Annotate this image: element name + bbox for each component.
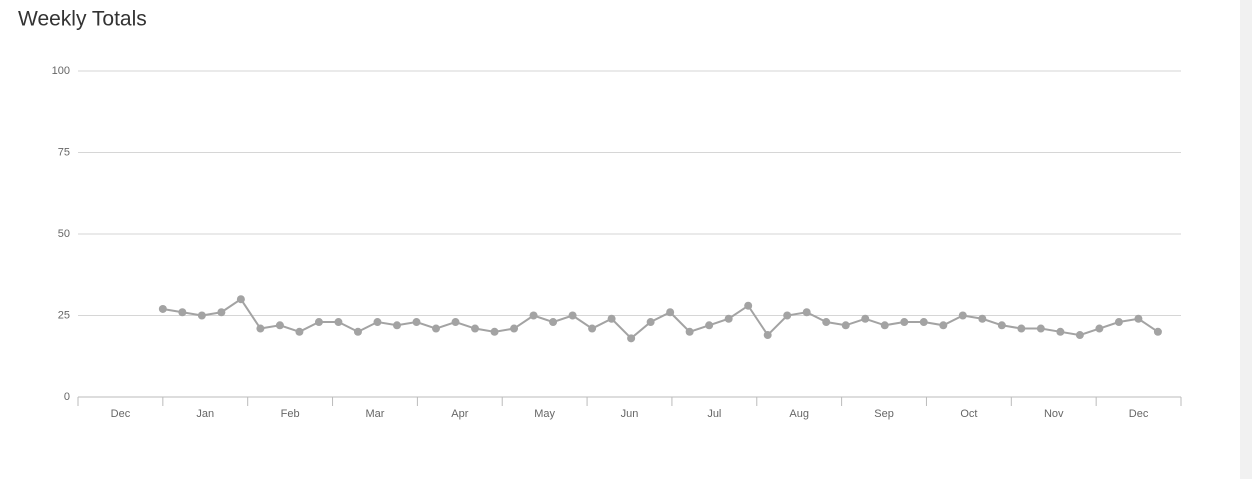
point <box>1153 327 1162 336</box>
y-tick-label: 0 <box>64 391 70 403</box>
x-tick-label: Feb <box>281 408 300 420</box>
x-tick-label: Jul <box>707 408 721 420</box>
x-tick-label: Jan <box>196 408 214 420</box>
point <box>529 311 538 320</box>
line <box>162 297 1159 340</box>
x-tick-label: Apr <box>451 408 468 420</box>
point <box>958 311 967 320</box>
point <box>705 321 714 330</box>
point <box>880 321 889 330</box>
point <box>861 314 870 323</box>
point <box>802 308 811 317</box>
point <box>1095 324 1104 333</box>
point <box>197 311 206 320</box>
point <box>997 321 1006 330</box>
point <box>1036 324 1045 333</box>
point <box>900 318 909 327</box>
point <box>568 311 577 320</box>
y-tick-label: 25 <box>58 309 70 321</box>
point <box>919 318 928 327</box>
point <box>1114 318 1123 327</box>
scrollbar <box>1240 0 1252 479</box>
point <box>763 331 772 340</box>
x-tick-label: Dec <box>111 408 131 420</box>
x-tick-label: Aug <box>789 408 809 420</box>
point <box>392 321 401 330</box>
point <box>841 321 850 330</box>
point <box>490 327 499 336</box>
point <box>217 308 226 317</box>
point <box>744 301 753 310</box>
point <box>471 324 480 333</box>
point <box>373 318 382 327</box>
point <box>432 324 441 333</box>
x-tick-label: Dec <box>1129 408 1149 420</box>
point <box>1056 327 1065 336</box>
x-tick-label: May <box>534 408 555 420</box>
x-tick-label: Sep <box>874 408 894 420</box>
point <box>588 324 597 333</box>
point <box>1017 324 1026 333</box>
point <box>236 295 245 304</box>
point <box>646 318 655 327</box>
point <box>724 314 733 323</box>
point <box>412 318 421 327</box>
x-tick-label: Mar <box>365 408 384 420</box>
point <box>510 324 519 333</box>
point <box>607 314 616 323</box>
point <box>353 327 362 336</box>
point <box>783 311 792 320</box>
chart-title: Weekly Totals <box>18 8 147 31</box>
y-tick-label: 100 <box>52 65 70 77</box>
point <box>334 318 343 327</box>
y-tick-label: 75 <box>58 146 70 158</box>
point <box>1075 331 1084 340</box>
point <box>314 318 323 327</box>
point <box>685 327 694 336</box>
point <box>295 327 304 336</box>
y-tick-label: 50 <box>58 228 70 240</box>
point <box>256 324 265 333</box>
point <box>1134 314 1143 323</box>
point <box>451 318 460 327</box>
point <box>158 304 167 313</box>
point <box>627 334 636 343</box>
x-tick-label: Oct <box>960 408 977 420</box>
point <box>978 314 987 323</box>
point <box>275 321 284 330</box>
point <box>939 321 948 330</box>
point <box>549 318 558 327</box>
x-tick-label: Jun <box>621 408 639 420</box>
x-tick-label: Nov <box>1044 408 1064 420</box>
point <box>666 308 675 317</box>
point <box>822 318 831 327</box>
point <box>178 308 187 317</box>
